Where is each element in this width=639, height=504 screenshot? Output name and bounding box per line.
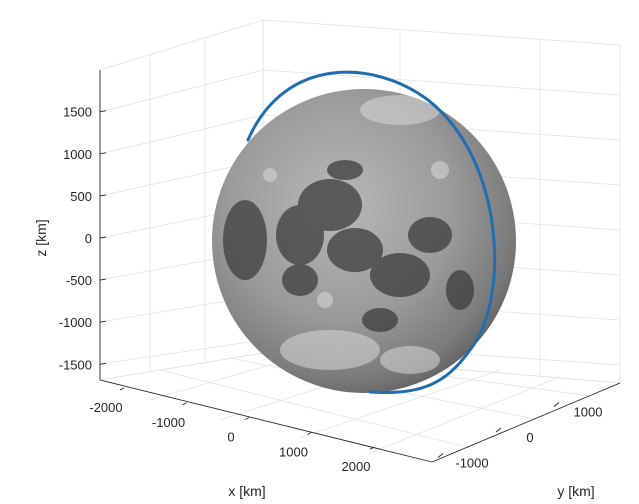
x-axis-title: x [km]	[228, 483, 265, 499]
z-tick-mark	[100, 195, 106, 196]
z-tick-label: 0	[85, 231, 92, 246]
x-tick-label: -2000	[89, 400, 122, 415]
z-tick-mark	[100, 363, 106, 364]
x-tick-label: 0	[227, 430, 234, 445]
z-tick-mark	[100, 279, 106, 280]
z-axis-title: z [km]	[33, 219, 49, 256]
x-tick-label: 2000	[342, 459, 371, 474]
z-tick-label: -1500	[59, 357, 92, 372]
z-tick-mark	[100, 321, 106, 322]
z-tick-label: 500	[70, 189, 92, 204]
x-tick-mark	[120, 388, 124, 390]
y-tick-label: 0	[526, 430, 533, 445]
z-tick-label: 1500	[63, 105, 92, 120]
x-tick-label: 1000	[279, 444, 308, 459]
y-axis-title: y [km]	[557, 483, 594, 499]
y-tick-mark	[496, 428, 501, 432]
z-tick-mark	[100, 111, 106, 112]
z-tick-label: -500	[66, 273, 92, 288]
z-tick-label: 1000	[63, 147, 92, 162]
y-tick-mark	[438, 454, 443, 458]
x-tick-mark	[183, 403, 187, 405]
x-tick-label: -1000	[152, 415, 185, 430]
x-tick-mark	[245, 418, 249, 420]
z-tick-mark	[100, 153, 106, 154]
z-tick-mark	[100, 237, 106, 238]
y-tick-label: 1000	[574, 405, 603, 420]
y-axis-line	[432, 383, 620, 462]
y-tick-label: -1000	[455, 456, 488, 471]
y-tick-mark	[554, 403, 559, 407]
z-tick-label: -1000	[59, 315, 92, 330]
